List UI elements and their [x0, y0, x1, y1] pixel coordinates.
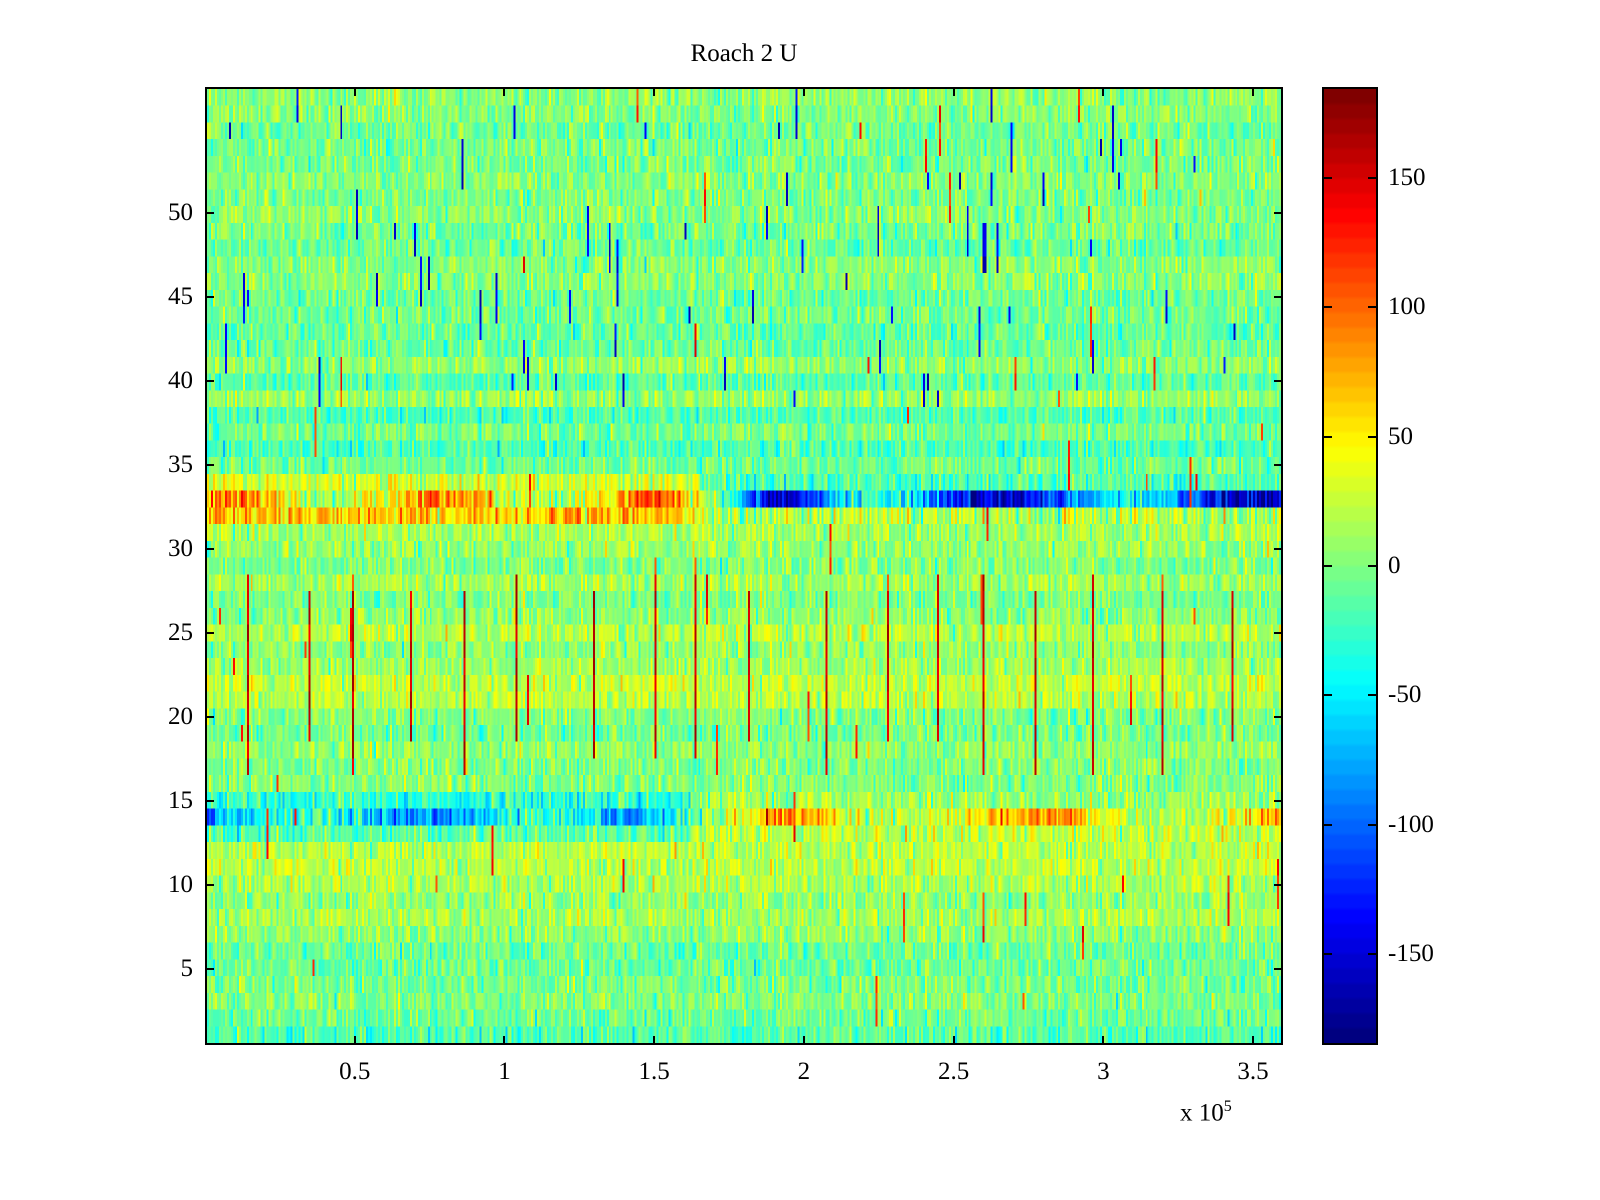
y-tick-mark-right: [1274, 464, 1283, 467]
y-tick-mark: [205, 800, 214, 803]
y-tick-mark: [205, 380, 214, 383]
x-tick-mark: [653, 1036, 656, 1045]
y-tick-mark: [205, 548, 214, 551]
x-tick-mark-top: [1102, 87, 1105, 96]
y-tick-mark-right: [1274, 968, 1283, 971]
y-tick-mark-right: [1274, 548, 1283, 551]
y-tick-mark: [205, 716, 214, 719]
colorbar-tick-label: 150: [1388, 163, 1426, 191]
x-tick-label: 2: [797, 1058, 811, 1085]
colorbar-tick-mark-right: [1368, 435, 1378, 438]
colorbar-tick-mark-left: [1322, 953, 1332, 956]
x-tick-label: 1.5: [638, 1058, 670, 1085]
colorbar-tick-mark-left: [1322, 176, 1332, 179]
x-tick-label: 2.5: [937, 1058, 970, 1085]
y-tick-mark: [205, 212, 214, 215]
x-axis-exponent: x 105: [1180, 1098, 1232, 1127]
x-tick-label: 3.5: [1237, 1058, 1269, 1085]
y-tick-mark: [205, 632, 214, 635]
colorbar-tick-label: -100: [1388, 810, 1434, 838]
y-tick-mark: [205, 464, 214, 467]
x-tick-mark-top: [802, 87, 805, 96]
y-tick-mark-right: [1274, 296, 1283, 299]
y-tick-mark: [205, 884, 214, 887]
x-tick-mark: [1252, 1036, 1255, 1045]
colorbar-tick-mark-left: [1322, 435, 1332, 438]
y-tick-mark-right: [1274, 212, 1283, 215]
y-tick-label: 25: [168, 619, 193, 647]
y-tick-label: 40: [168, 367, 193, 395]
x-tick-label: 3: [1097, 1058, 1110, 1085]
colorbar-tick-mark-right: [1368, 953, 1378, 956]
y-tick-label: 5: [180, 955, 194, 983]
y-tick-mark-right: [1274, 800, 1283, 803]
x-tick-mark: [802, 1036, 805, 1045]
x-tick-label: 0.5: [339, 1058, 371, 1085]
colorbar-tick-mark-right: [1368, 823, 1378, 826]
x-axis-exponent-power: 5: [1223, 1098, 1232, 1115]
y-tick-mark-right: [1274, 884, 1283, 887]
x-tick-mark-top: [353, 87, 356, 96]
x-tick-mark-top: [653, 87, 656, 96]
y-tick-mark-right: [1274, 632, 1283, 635]
y-tick-label: 50: [168, 199, 193, 227]
x-tick-mark-top: [952, 87, 955, 96]
colorbar-tick-label: 0: [1388, 552, 1401, 579]
y-tick-mark-right: [1274, 380, 1283, 383]
colorbar-tick-mark-left: [1322, 694, 1332, 697]
y-tick-label: 45: [168, 283, 193, 311]
page-title: Roach 2 U: [690, 40, 798, 67]
x-tick-mark-top: [1252, 87, 1255, 96]
x-tick-mark: [1102, 1036, 1105, 1045]
colorbar-tick-label: 100: [1388, 293, 1426, 321]
colorbar-gradient: [1324, 89, 1376, 1043]
x-tick-mark: [503, 1036, 506, 1045]
colorbar-tick-mark-left: [1322, 306, 1332, 309]
colorbar-tick-mark-right: [1368, 176, 1378, 179]
colorbar-tick-label: 50: [1388, 422, 1413, 450]
colorbar-tick-label: -150: [1388, 940, 1434, 968]
y-tick-label: 10: [168, 871, 193, 899]
heatmap-image: [207, 89, 1281, 1043]
x-tick-mark: [952, 1036, 955, 1045]
y-tick-label: 35: [168, 451, 193, 479]
y-tick-mark: [205, 968, 214, 971]
colorbar-tick-mark-right: [1368, 306, 1378, 309]
x-axis-exponent-base: x 10: [1180, 1099, 1224, 1127]
heatmap-axes[interactable]: [205, 87, 1283, 1045]
y-tick-mark: [205, 296, 214, 299]
y-tick-label: 20: [168, 703, 193, 731]
x-tick-mark-top: [503, 87, 506, 96]
colorbar-tick-mark-right: [1368, 694, 1378, 697]
x-tick-mark: [353, 1036, 356, 1045]
y-tick-mark-right: [1274, 716, 1283, 719]
colorbar-tick-label: -50: [1388, 681, 1422, 709]
colorbar-tick-mark-left: [1322, 565, 1332, 567]
y-tick-label: 30: [168, 535, 193, 563]
colorbar-tick-mark-right: [1368, 565, 1378, 567]
y-tick-label: 15: [168, 787, 193, 815]
x-tick-label: 1: [498, 1058, 511, 1085]
colorbar-tick-mark-left: [1322, 823, 1332, 826]
